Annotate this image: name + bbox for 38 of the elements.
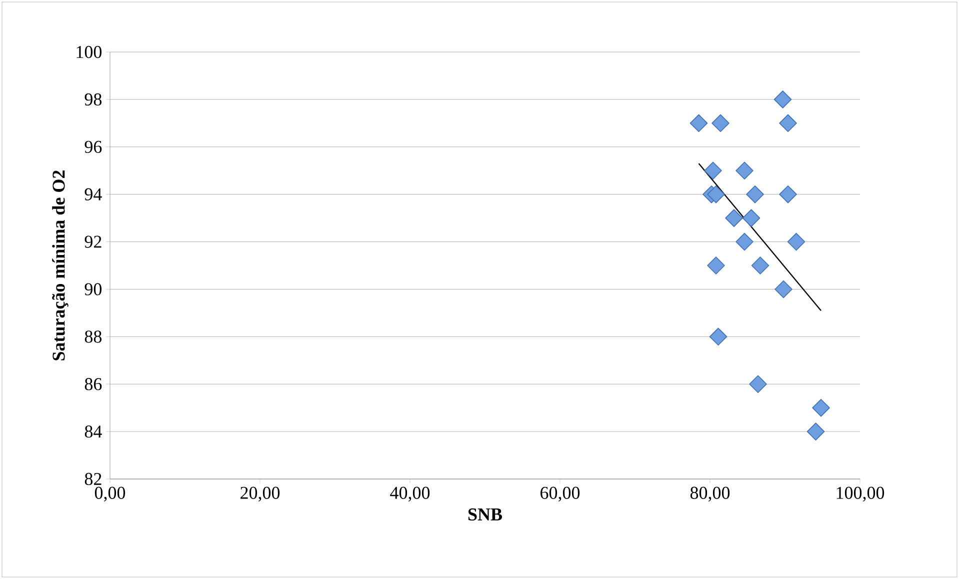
point xyxy=(707,256,725,274)
point xyxy=(812,398,830,417)
point xyxy=(704,162,722,180)
point xyxy=(736,162,754,180)
y-tick-label: 96 xyxy=(84,140,102,153)
point xyxy=(751,256,770,274)
point xyxy=(787,232,806,251)
x-tick-label: 60,00 xyxy=(540,486,580,502)
x-tick-label: 80,00 xyxy=(690,486,730,502)
point xyxy=(779,185,797,204)
point xyxy=(707,185,725,204)
point xyxy=(712,114,730,132)
point xyxy=(749,375,767,393)
y-tick-label: 98 xyxy=(84,93,102,106)
point xyxy=(774,90,792,108)
y-tick-label: 100 xyxy=(76,46,102,58)
x-tick-label: 20,00 xyxy=(240,486,280,502)
point xyxy=(709,328,728,346)
y-tick-label: 94 xyxy=(84,188,102,200)
y-tick-label: 84 xyxy=(84,425,102,438)
y-tick-label: 82 xyxy=(84,472,102,486)
y-axis-title: Saturação mínima de O2 xyxy=(52,170,68,360)
x-axis-title: SNB xyxy=(468,508,502,520)
y-tick-label: 86 xyxy=(84,378,102,390)
x-tick-label: 100,00 xyxy=(836,486,884,502)
point xyxy=(725,209,743,227)
point xyxy=(746,185,764,204)
point xyxy=(736,232,754,251)
point xyxy=(742,209,760,227)
y-tick-label: 92 xyxy=(84,236,102,248)
y-tick-label: 88 xyxy=(84,330,102,343)
point xyxy=(690,114,708,132)
point xyxy=(806,422,825,440)
x-tick-label: 40,00 xyxy=(390,486,430,502)
y-tick-label: 90 xyxy=(84,283,102,296)
point xyxy=(774,280,792,298)
x-tick-label: 0,00 xyxy=(94,486,126,502)
point xyxy=(779,114,797,132)
